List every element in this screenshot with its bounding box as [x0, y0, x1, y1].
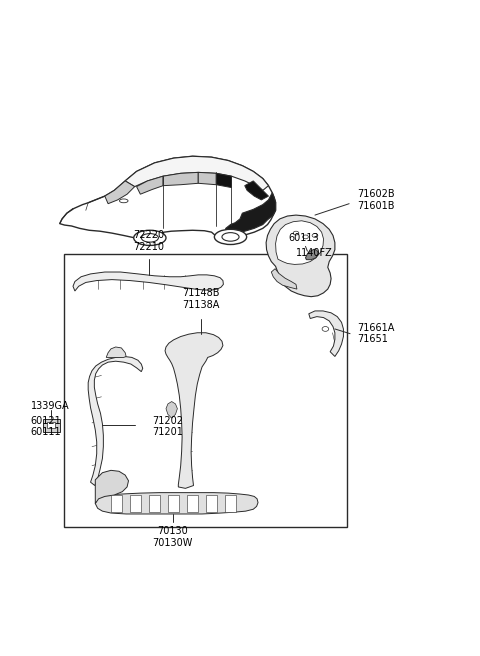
- Text: 72220
72210: 72220 72210: [133, 230, 165, 252]
- Polygon shape: [106, 347, 126, 358]
- Ellipse shape: [141, 234, 158, 242]
- Polygon shape: [111, 495, 122, 512]
- Ellipse shape: [293, 231, 299, 235]
- Polygon shape: [165, 333, 223, 488]
- Polygon shape: [48, 422, 55, 428]
- Ellipse shape: [120, 199, 128, 203]
- Ellipse shape: [302, 235, 308, 239]
- Text: 71202
71201: 71202 71201: [152, 416, 183, 438]
- Polygon shape: [166, 401, 178, 418]
- Text: 71148B
71138A: 71148B 71138A: [182, 289, 220, 310]
- Polygon shape: [96, 470, 129, 504]
- Polygon shape: [305, 249, 318, 260]
- Polygon shape: [216, 173, 231, 188]
- Polygon shape: [163, 173, 198, 186]
- Text: 1140FZ: 1140FZ: [296, 248, 333, 258]
- Polygon shape: [125, 156, 268, 190]
- Ellipse shape: [215, 230, 247, 245]
- Ellipse shape: [134, 230, 166, 245]
- Polygon shape: [309, 311, 343, 356]
- Text: 71661A
71651: 71661A 71651: [358, 323, 395, 344]
- Polygon shape: [276, 221, 324, 264]
- Polygon shape: [168, 495, 179, 512]
- Polygon shape: [130, 495, 141, 512]
- Polygon shape: [96, 493, 258, 514]
- Text: 70130
70130W: 70130 70130W: [153, 526, 193, 548]
- Polygon shape: [187, 495, 198, 512]
- Ellipse shape: [222, 233, 239, 241]
- Ellipse shape: [312, 234, 318, 237]
- Polygon shape: [137, 176, 163, 194]
- Polygon shape: [105, 181, 135, 204]
- Polygon shape: [73, 272, 223, 291]
- Text: 60121
60111: 60121 60111: [30, 416, 61, 438]
- Polygon shape: [60, 156, 276, 239]
- Text: 71602B
71601B: 71602B 71601B: [358, 189, 396, 211]
- Ellipse shape: [322, 327, 329, 331]
- Polygon shape: [225, 495, 236, 512]
- Polygon shape: [149, 495, 160, 512]
- Polygon shape: [225, 193, 276, 235]
- Polygon shape: [206, 495, 217, 512]
- Polygon shape: [198, 173, 216, 185]
- Bar: [64, 255, 347, 527]
- Text: 60113: 60113: [289, 233, 319, 243]
- Text: 1339GA: 1339GA: [31, 401, 70, 411]
- Polygon shape: [88, 356, 143, 485]
- Polygon shape: [271, 269, 297, 289]
- Polygon shape: [245, 181, 268, 200]
- Polygon shape: [266, 215, 335, 297]
- Polygon shape: [43, 419, 60, 432]
